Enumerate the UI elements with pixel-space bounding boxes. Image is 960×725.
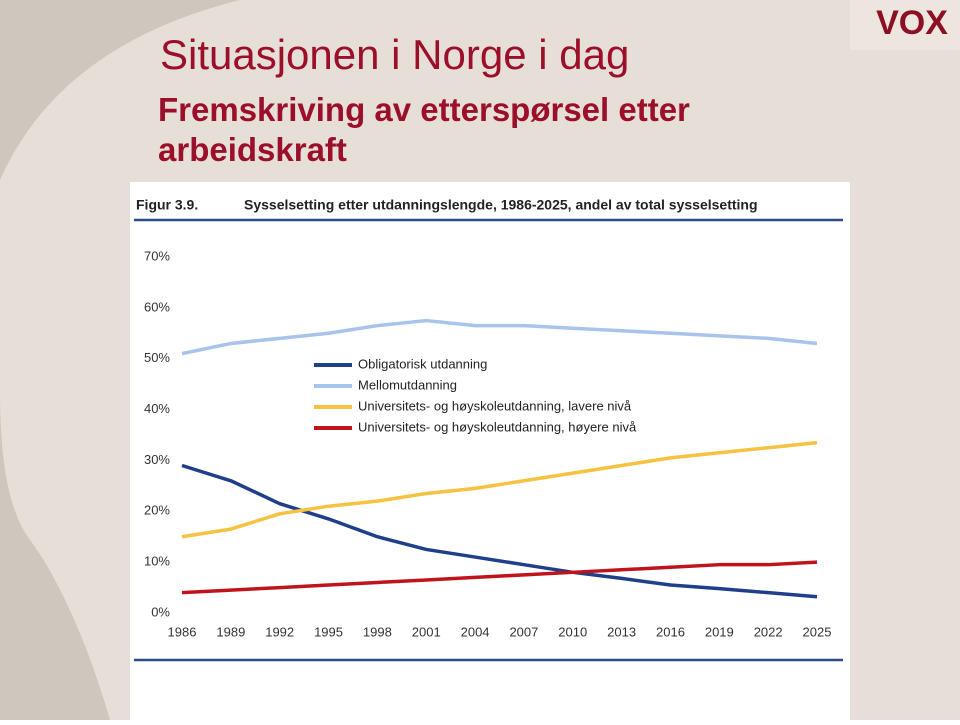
x-tick-label: 2007 (509, 624, 538, 639)
y-tick-label: 20% (144, 503, 170, 518)
legend-label: Mellomutdanning (358, 377, 457, 392)
x-tick-label: 1986 (168, 624, 197, 639)
series-line (181, 463, 818, 599)
x-tick-label: 2016 (656, 624, 685, 639)
series-line (181, 560, 818, 595)
x-tick-label: 2010 (558, 624, 587, 639)
x-tick-label: 1995 (314, 624, 343, 639)
series-line (181, 318, 818, 356)
chart-title: Sysselsetting etter utdanningslengde, 19… (244, 197, 758, 213)
y-tick-label: 70% (144, 248, 170, 263)
legend-label: Obligatorisk utdanning (358, 356, 487, 371)
y-tick-label: 50% (144, 350, 170, 365)
y-tick-label: 60% (144, 299, 170, 314)
y-tick-label: 10% (144, 554, 170, 569)
slide-title: Situasjonen i Norge i dag (160, 31, 629, 78)
x-tick-label: 2022 (754, 624, 783, 639)
logo: VOX (876, 4, 948, 42)
series-line (181, 440, 818, 539)
x-tick-label: 2025 (803, 624, 832, 639)
y-tick-label: 0% (151, 604, 170, 619)
slide-subtitle: Fremskriving av etterspørsel etter arbei… (158, 91, 690, 168)
legend-label: Universitets- og høyskoleutdanning, lave… (358, 398, 632, 413)
legend-label: Universitets- og høyskoleutdanning, høye… (358, 419, 637, 434)
x-tick-label: 1998 (363, 624, 392, 639)
x-tick-label: 2001 (412, 624, 441, 639)
logo-box (850, 0, 960, 50)
y-tick-label: 40% (144, 401, 170, 416)
subtitle-box: Fremskriving av etterspørsel etter arbei… (158, 91, 690, 168)
x-tick-label: 2013 (607, 624, 636, 639)
x-tick-label: 1989 (216, 624, 245, 639)
y-tick-label: 30% (144, 452, 170, 467)
x-tick-label: 2019 (705, 624, 734, 639)
x-tick-label: 1992 (265, 624, 294, 639)
figure-label: Figur 3.9. (136, 197, 198, 213)
x-tick-label: 2004 (461, 624, 490, 639)
